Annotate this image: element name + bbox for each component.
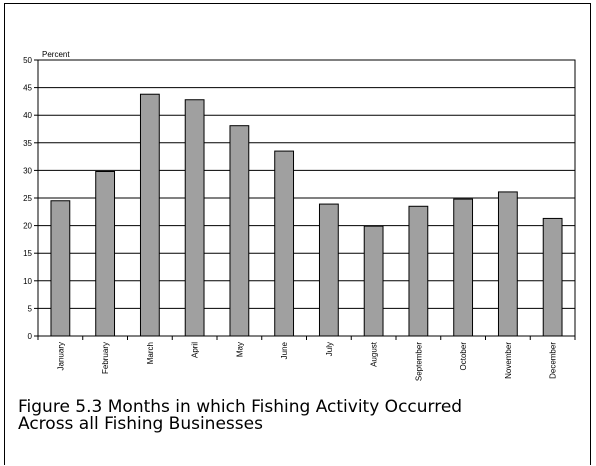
figure-caption: Figure 5.3 Months in which Fishing Activ… [18, 399, 578, 433]
bar [542, 217, 563, 337]
gridlines [38, 87, 575, 309]
x-tick-label: September [414, 342, 423, 381]
y-tick-label: 50 [23, 56, 32, 65]
bar [229, 125, 250, 337]
caption-line-1: Figure 5.3 Months in which Fishing Activ… [18, 397, 463, 417]
x-tick-label: October [459, 342, 468, 371]
x-tick-labels: January February March April May June July Augu… [56, 341, 557, 381]
x-tick-label: November [504, 342, 513, 379]
bar [363, 225, 384, 337]
x-tick-label: August [370, 341, 379, 367]
y-tick-label: 20 [23, 222, 32, 231]
caption-line-2: Across all Fishing Businesses [18, 414, 263, 434]
bar [453, 198, 474, 337]
x-tick-label: May [235, 342, 244, 357]
y-tick-label: 35 [23, 139, 32, 148]
axes [34, 59, 576, 340]
y-tick-label: 15 [23, 249, 32, 258]
x-tick-label: April [191, 342, 200, 358]
y-tick-label: 0 [28, 332, 33, 341]
y-tick-label: 5 [28, 304, 33, 313]
figure-frame [4, 3, 591, 465]
y-tick-label: 10 [23, 277, 32, 286]
x-tick-label: December [549, 342, 558, 379]
y-tick-label: 25 [23, 194, 32, 203]
bar [408, 205, 429, 337]
bar [497, 191, 518, 337]
x-tick-label: June [280, 341, 289, 359]
y-tick-label: 40 [23, 111, 32, 120]
y-tick-label: 30 [23, 166, 32, 175]
bar [139, 93, 160, 337]
bar [50, 200, 71, 337]
y-tick-labels: 0 5 10 15 20 25 30 35 40 45 50 [23, 56, 32, 341]
bar [184, 99, 205, 337]
bars [50, 93, 563, 337]
y-tick-label: 45 [23, 84, 32, 93]
bar [95, 171, 116, 337]
x-tick-label: July [325, 342, 334, 356]
x-tick-label: February [101, 342, 110, 374]
x-tick-label: March [146, 342, 155, 364]
x-tick-label: January [56, 342, 65, 370]
bar [274, 150, 295, 337]
bar [318, 203, 339, 337]
bar-chart: Percent 0 5 10 15 20 25 30 35 40 45 50 January Febr… [23, 50, 576, 381]
y-axis-label: Percent [42, 50, 70, 59]
